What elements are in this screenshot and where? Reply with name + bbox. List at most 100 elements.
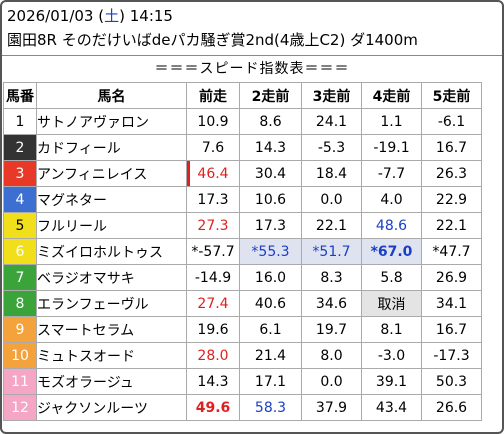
table-row: 7 ベラジオマサキ -14.9 16.0 8.3 5.8 26.9 xyxy=(3,264,482,291)
race-title: 園田8R そのだけいばdeパカ騒ぎ賞2nd(4歳上C2) ダ1400m xyxy=(7,31,418,49)
speed-index-last-race: 27.3 xyxy=(186,212,240,239)
speed-index-4-races-ago: 5.8 xyxy=(361,264,422,291)
speed-index-3-races-ago: 34.6 xyxy=(301,290,362,317)
horse-number: 11 xyxy=(3,368,37,395)
speed-index-last-race: 19.6 xyxy=(186,316,240,343)
speed-index-3-races-ago: *51.7 xyxy=(301,238,362,265)
col-header-3-races-ago: 3走前 xyxy=(301,82,362,109)
speed-index-last-race: 14.3 xyxy=(186,368,240,395)
speed-index-3-races-ago: 19.7 xyxy=(301,316,362,343)
speed-index-3-races-ago: 8.3 xyxy=(301,264,362,291)
speed-index-last-race: -14.9 xyxy=(186,264,240,291)
speed-index-last-race: *-57.7 xyxy=(186,238,240,265)
speed-index-2-races-ago: 17.3 xyxy=(239,212,302,239)
speed-index-2-races-ago: 30.4 xyxy=(239,160,302,187)
speed-index-last-race: 46.4 xyxy=(186,160,240,187)
speed-index-2-races-ago: 21.4 xyxy=(239,342,302,369)
horse-number: 12 xyxy=(3,394,37,421)
horse-name: ミズイロホルトゥス xyxy=(36,238,187,265)
horse-name: フルリール xyxy=(36,212,187,239)
col-header-5-races-ago: 5走前 xyxy=(421,82,482,109)
race-date: 2026/01/03 xyxy=(7,7,94,25)
speed-index-last-race: 28.0 xyxy=(186,342,240,369)
race-time: 14:15 xyxy=(129,7,173,25)
speed-index-2-races-ago: 6.1 xyxy=(239,316,302,343)
horse-number: 7 xyxy=(3,264,37,291)
speed-index-3-races-ago: 0.0 xyxy=(301,186,362,213)
horse-number: 8 xyxy=(3,290,37,317)
speed-index-last-race: 49.6 xyxy=(186,394,240,421)
speed-index-2-races-ago: 17.1 xyxy=(239,368,302,395)
table-row: 6 ミズイロホルトゥス *-57.7 *55.3 *51.7 *67.0 *47.7 xyxy=(3,238,482,265)
horse-number: 1 xyxy=(3,108,37,135)
speed-index-2-races-ago: 10.6 xyxy=(239,186,302,213)
speed-index-5-races-ago: 50.3 xyxy=(421,368,482,395)
horse-number: 2 xyxy=(3,134,37,161)
col-header-4-races-ago: 4走前 xyxy=(361,82,422,109)
speed-index-4-races-ago: 4.0 xyxy=(361,186,422,213)
speed-index-3-races-ago: -5.3 xyxy=(301,134,362,161)
horse-name: エランフェーヴル xyxy=(36,290,187,317)
col-header-number: 馬番 xyxy=(3,82,37,109)
horse-name: アンフィニレイス xyxy=(36,160,187,187)
speed-index-3-races-ago: 18.4 xyxy=(301,160,362,187)
speed-index-3-races-ago: 24.1 xyxy=(301,108,362,135)
table-row: 9 スマートセラム 19.6 6.1 19.7 8.1 16.7 xyxy=(3,316,482,343)
horse-number: 10 xyxy=(3,342,37,369)
speed-index-4-races-ago: 取消 xyxy=(361,290,422,317)
horse-name: カドフィール xyxy=(36,134,187,161)
speed-index-3-races-ago: 8.0 xyxy=(301,342,362,369)
table-subtitle: ＝＝＝スピード指数表＝＝＝ xyxy=(154,61,350,77)
speed-index-4-races-ago: -19.1 xyxy=(361,134,422,161)
horse-name: モズオラージュ xyxy=(36,368,187,395)
table-row: 5 フルリール 27.3 17.3 22.1 48.6 22.1 xyxy=(3,212,482,239)
table-row: 1 サトノアヴァロン 10.9 8.6 24.1 1.1 -6.1 xyxy=(3,108,482,135)
race-weekday: 土 xyxy=(104,7,120,25)
speed-index-5-races-ago: 26.9 xyxy=(421,264,482,291)
speed-index-2-races-ago: 40.6 xyxy=(239,290,302,317)
table-row: 12 ジャクソンルーツ 49.6 58.3 37.9 43.4 26.6 xyxy=(3,394,482,421)
horse-number: 4 xyxy=(3,186,37,213)
speed-index-4-races-ago: 48.6 xyxy=(361,212,422,239)
speed-index-last-race: 7.6 xyxy=(186,134,240,161)
speed-index-4-races-ago: 1.1 xyxy=(361,108,422,135)
speed-index-2-races-ago: 16.0 xyxy=(239,264,302,291)
col-header-last-race: 前走 xyxy=(186,82,240,109)
speed-index-2-races-ago: 14.3 xyxy=(239,134,302,161)
speed-index-4-races-ago: 39.1 xyxy=(361,368,422,395)
horse-name: マグネター xyxy=(36,186,187,213)
header-divider xyxy=(2,55,502,56)
speed-index-5-races-ago: *47.7 xyxy=(421,238,482,265)
table-header-row: 馬番 馬名 前走 2走前 3走前 4走前 5走前 xyxy=(3,82,482,109)
table-row: 2 カドフィール 7.6 14.3 -5.3 -19.1 16.7 xyxy=(3,134,482,161)
speed-index-3-races-ago: 22.1 xyxy=(301,212,362,239)
table-row: 11 モズオラージュ 14.3 17.1 0.0 39.1 50.3 xyxy=(3,368,482,395)
speed-index-5-races-ago: 22.9 xyxy=(421,186,482,213)
horse-number: 5 xyxy=(3,212,37,239)
speed-index-5-races-ago: -6.1 xyxy=(421,108,482,135)
speed-index-4-races-ago: -7.7 xyxy=(361,160,422,187)
speed-index-3-races-ago: 37.9 xyxy=(301,394,362,421)
speed-index-2-races-ago: 8.6 xyxy=(239,108,302,135)
speed-index-5-races-ago: 34.1 xyxy=(421,290,482,317)
speed-index-3-races-ago: 0.0 xyxy=(301,368,362,395)
table-row: 8 エランフェーヴル 27.4 40.6 34.6 取消 34.1 xyxy=(3,290,482,317)
horse-name: スマートセラム xyxy=(36,316,187,343)
speed-index-last-race: 10.9 xyxy=(186,108,240,135)
speed-index-5-races-ago: 26.3 xyxy=(421,160,482,187)
speed-index-5-races-ago: 16.7 xyxy=(421,134,482,161)
horse-number: 9 xyxy=(3,316,37,343)
speed-index-4-races-ago: -3.0 xyxy=(361,342,422,369)
speed-index-4-races-ago: 8.1 xyxy=(361,316,422,343)
speed-index-last-race: 17.3 xyxy=(186,186,240,213)
speed-index-last-race: 27.4 xyxy=(186,290,240,317)
horse-name: サトノアヴァロン xyxy=(36,108,187,135)
speed-index-5-races-ago: 16.7 xyxy=(421,316,482,343)
race-datetime: 2026/01/03 (土) 14:15 xyxy=(7,7,173,25)
horse-number: 3 xyxy=(3,160,37,187)
horse-number: 6 xyxy=(3,238,37,265)
speed-index-4-races-ago: 43.4 xyxy=(361,394,422,421)
table-row: 3 アンフィニレイス 46.4 30.4 18.4 -7.7 26.3 xyxy=(3,160,482,187)
horse-name: ジャクソンルーツ xyxy=(36,394,187,421)
